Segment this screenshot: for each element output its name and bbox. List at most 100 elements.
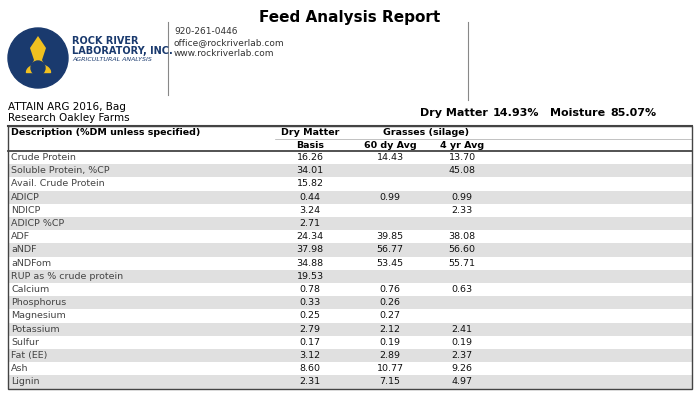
Text: 0.25: 0.25	[300, 311, 321, 320]
Text: 56.60: 56.60	[449, 245, 475, 255]
Text: Sulfur: Sulfur	[11, 338, 39, 347]
Bar	[8, 191, 692, 204]
Text: 13.70: 13.70	[449, 153, 475, 162]
Text: office@rockriverlab.com: office@rockriverlab.com	[174, 38, 285, 47]
Text: LABORATORY, INC.: LABORATORY, INC.	[72, 46, 173, 56]
Text: Magnesium: Magnesium	[11, 311, 66, 320]
Bar	[8, 309, 692, 323]
Text: ADICP: ADICP	[11, 193, 40, 202]
Text: 14.93%: 14.93%	[493, 108, 540, 118]
Text: Description (%DM unless specified): Description (%DM unless specified)	[11, 128, 200, 137]
Text: 2.33: 2.33	[452, 206, 472, 215]
Text: 2.41: 2.41	[452, 325, 472, 334]
Text: 16.26: 16.26	[297, 153, 323, 162]
Text: 2.37: 2.37	[452, 351, 472, 360]
Bar	[8, 362, 692, 375]
Text: AGRICULTURAL ANALYSIS: AGRICULTURAL ANALYSIS	[72, 57, 152, 62]
Text: 0.78: 0.78	[300, 285, 321, 294]
Text: 39.85: 39.85	[377, 232, 404, 241]
Text: Fat (EE): Fat (EE)	[11, 351, 48, 360]
Text: Dry Matter: Dry Matter	[281, 128, 339, 137]
Text: 0.19: 0.19	[379, 338, 400, 347]
Text: 0.63: 0.63	[452, 285, 472, 294]
Text: 0.76: 0.76	[379, 285, 400, 294]
Polygon shape	[30, 36, 46, 66]
Text: 8.60: 8.60	[300, 364, 321, 373]
Text: 14.43: 14.43	[377, 153, 404, 162]
Bar	[8, 230, 692, 243]
Text: aNDFom: aNDFom	[11, 258, 51, 268]
Text: 0.27: 0.27	[379, 311, 400, 320]
Text: 2.89: 2.89	[379, 351, 400, 360]
Text: 0.33: 0.33	[300, 298, 321, 307]
Bar	[8, 283, 692, 296]
Text: RUP as % crude protein: RUP as % crude protein	[11, 272, 123, 281]
Text: Avail. Crude Protein: Avail. Crude Protein	[11, 179, 104, 188]
Text: 4.97: 4.97	[452, 377, 472, 387]
Text: Soluble Protein, %CP: Soluble Protein, %CP	[11, 166, 110, 175]
Text: Lignin: Lignin	[11, 377, 39, 387]
Bar	[8, 323, 692, 336]
Text: 0.44: 0.44	[300, 193, 321, 202]
Text: 0.26: 0.26	[379, 298, 400, 307]
Text: aNDF: aNDF	[11, 245, 36, 255]
Text: Calcium: Calcium	[11, 285, 49, 294]
Text: ADF: ADF	[11, 232, 30, 241]
Text: 2.79: 2.79	[300, 325, 321, 334]
Text: 45.08: 45.08	[449, 166, 475, 175]
Text: Ash: Ash	[11, 364, 29, 373]
Text: Basis: Basis	[296, 141, 324, 150]
Text: Moisture: Moisture	[550, 108, 605, 118]
Text: Potassium: Potassium	[11, 325, 60, 334]
Text: 7.15: 7.15	[379, 377, 400, 387]
Bar	[8, 126, 692, 151]
Text: www.rockriverlab.com: www.rockriverlab.com	[174, 49, 274, 58]
Text: 10.77: 10.77	[377, 364, 403, 373]
Bar	[8, 375, 692, 388]
Bar	[8, 349, 692, 362]
Bar	[8, 164, 692, 177]
Text: 0.17: 0.17	[300, 338, 321, 347]
Text: ATTAIN ARG 2016, Bag: ATTAIN ARG 2016, Bag	[8, 102, 126, 112]
Text: 0.19: 0.19	[452, 338, 472, 347]
Text: 0.99: 0.99	[452, 193, 472, 202]
Text: 2.12: 2.12	[379, 325, 400, 334]
Text: 34.88: 34.88	[296, 258, 323, 268]
Text: 56.77: 56.77	[377, 245, 403, 255]
Text: 53.45: 53.45	[377, 258, 404, 268]
Text: 4 yr Avg: 4 yr Avg	[440, 141, 484, 150]
Text: ROCK RIVER: ROCK RIVER	[72, 36, 139, 46]
Text: ADICP %CP: ADICP %CP	[11, 219, 64, 228]
Text: NDICP: NDICP	[11, 206, 41, 215]
Bar	[8, 177, 692, 191]
Bar	[8, 256, 692, 270]
Text: Feed Analysis Report: Feed Analysis Report	[260, 10, 440, 25]
Text: 0.99: 0.99	[379, 193, 400, 202]
Text: Dry Matter: Dry Matter	[420, 108, 488, 118]
Text: 9.26: 9.26	[452, 364, 472, 373]
Bar	[8, 296, 692, 309]
Circle shape	[31, 61, 45, 75]
Text: 60 dy Avg: 60 dy Avg	[364, 141, 416, 150]
Bar	[8, 243, 692, 256]
Bar	[8, 204, 692, 217]
Text: Phosphorus: Phosphorus	[11, 298, 66, 307]
Text: 3.12: 3.12	[300, 351, 321, 360]
Bar	[8, 270, 692, 283]
Text: 34.01: 34.01	[296, 166, 323, 175]
Text: 85.07%: 85.07%	[610, 108, 656, 118]
Text: Research Oakley Farms: Research Oakley Farms	[8, 113, 130, 123]
Text: Crude Protein: Crude Protein	[11, 153, 76, 162]
Text: 38.08: 38.08	[449, 232, 475, 241]
Text: 24.34: 24.34	[296, 232, 323, 241]
Text: Grasses (silage): Grasses (silage)	[383, 128, 469, 137]
Text: 920-261-0446: 920-261-0446	[174, 27, 237, 36]
Text: 15.82: 15.82	[297, 179, 323, 188]
Text: 37.98: 37.98	[296, 245, 323, 255]
Bar	[8, 217, 692, 230]
Circle shape	[8, 28, 68, 88]
Text: 2.71: 2.71	[300, 219, 321, 228]
Text: 19.53: 19.53	[296, 272, 323, 281]
Text: 2.31: 2.31	[300, 377, 321, 387]
Text: 3.24: 3.24	[300, 206, 321, 215]
